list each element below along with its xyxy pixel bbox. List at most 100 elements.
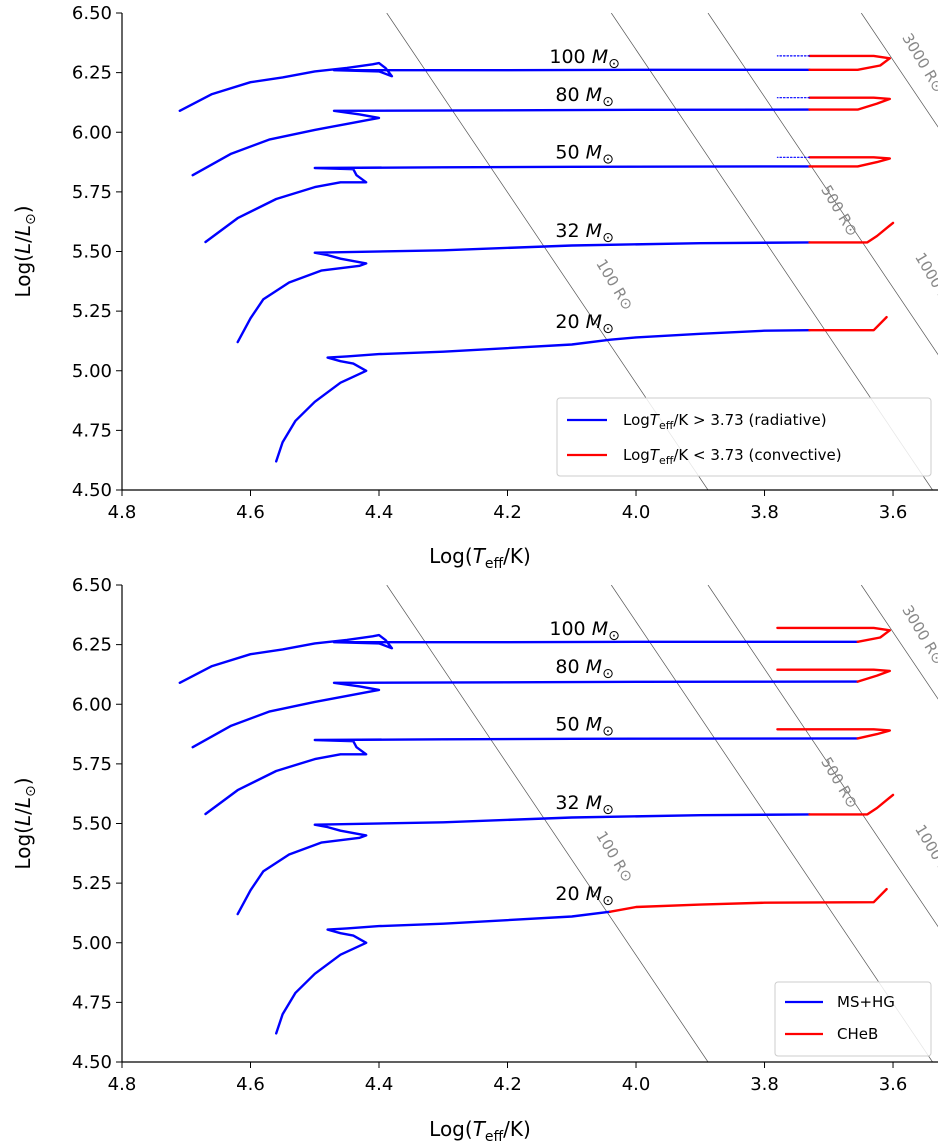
radius-line-100 [386, 585, 709, 1062]
mass-sun-symbol: ⊙ [602, 321, 614, 337]
track-80msun-segment-1 [808, 96, 891, 111]
mass-value: 32 [555, 220, 579, 242]
track-50msun-segment-1 [808, 156, 891, 168]
x-tick-label: 3.8 [750, 1074, 779, 1095]
mass-value: 50 [555, 713, 579, 735]
mass-sun-symbol: ⊙ [608, 56, 620, 72]
mass-symbol: M [586, 311, 602, 333]
legend-box [556, 397, 932, 477]
legend: LogTeff/K > 3.73 (radiative) LogTeff/K < … [556, 397, 932, 477]
track-50msun-segment-1 [776, 728, 891, 740]
mass-sun-symbol: ⊙ [602, 893, 614, 909]
y-tick-label: 6.25 [72, 63, 112, 84]
plot-area [178, 585, 938, 1062]
legend-entry: MS+HG [837, 993, 895, 1011]
x-tick-label: 4.4 [365, 502, 394, 523]
mass-label-20: 20 M⊙ [555, 883, 613, 909]
mass-symbol: M [586, 883, 602, 905]
radius-label: 100 R⊙ [592, 256, 636, 314]
mass-value: 20 [555, 311, 579, 333]
mass-label-100: 100 M⊙ [549, 46, 619, 72]
mass-sun-symbol: ⊙ [602, 723, 614, 739]
mass-sun-symbol: ⊙ [602, 802, 614, 818]
y-tick-label: 4.50 [72, 480, 112, 501]
legend-entry: LogTeff/K < 3.73 (convective) [623, 446, 842, 467]
track-20msun-segment-0 [275, 910, 612, 1035]
mass-symbol: M [592, 618, 608, 640]
x-axis-label: Log(Teff/K) [429, 544, 531, 572]
mass-symbol: M [586, 141, 602, 163]
plot-area [178, 13, 938, 490]
radius-label: 500 R⊙ [817, 754, 861, 812]
y-tick-label: 5.50 [72, 814, 112, 835]
radius-line-1000 [707, 585, 938, 928]
x-tick-label: 3.6 [879, 1074, 908, 1095]
track-100msun-segment-1 [776, 626, 891, 643]
mass-symbol: M [586, 84, 602, 106]
x-axis-label: Log(Teff/K) [429, 1117, 531, 1145]
radius-label: 1000 R⊙ [911, 249, 938, 315]
x-tick-label: 3.8 [750, 502, 779, 523]
mass-sun-symbol: ⊙ [602, 230, 614, 246]
mass-value: 20 [555, 883, 579, 905]
mass-symbol: M [586, 220, 602, 242]
y-tick-label: 5.00 [72, 361, 112, 382]
x-tick-label: 4.0 [622, 1074, 651, 1095]
track-32msun-segment-0 [236, 241, 811, 344]
mass-value: 80 [555, 656, 579, 678]
legend-box [774, 981, 932, 1057]
y-tick-label: 4.50 [72, 1052, 112, 1073]
y-tick-label: 4.75 [72, 420, 112, 441]
radius-line-3000 [860, 585, 938, 700]
mass-label-32: 32 M⊙ [555, 220, 613, 246]
x-tick-label: 4.2 [493, 1074, 522, 1095]
y-tick-label: 6.25 [72, 635, 112, 656]
legend-entry: CHeB [837, 1025, 878, 1043]
mass-label-100: 100 M⊙ [549, 618, 619, 644]
track-80msun-segment-1 [776, 668, 891, 683]
x-tick-label: 4.4 [365, 1074, 394, 1095]
mass-label-80: 80 M⊙ [555, 84, 613, 110]
track-100msun-segment-0 [178, 633, 859, 684]
y-axis-label: Log(L/L⊙) [11, 205, 39, 297]
x-tick-label: 4.2 [493, 502, 522, 523]
y-tick-label: 6.00 [72, 694, 112, 715]
track-32msun-segment-0 [236, 813, 811, 916]
mass-value: 32 [555, 792, 579, 814]
track-50msun-segment-0 [204, 165, 811, 244]
mass-value: 100 [549, 618, 585, 640]
track-32msun-segment-1 [808, 793, 895, 816]
track-80msun-segment-0 [191, 680, 859, 749]
mass-value: 80 [555, 84, 579, 106]
mass-value: 50 [555, 141, 579, 163]
radius-label: 1000 R⊙ [911, 821, 938, 887]
y-tick-label: 5.25 [72, 301, 112, 322]
mass-sun-symbol: ⊙ [602, 666, 614, 682]
y-tick-label: 6.50 [72, 575, 112, 596]
mass-symbol: M [586, 713, 602, 735]
mass-symbol: M [586, 656, 602, 678]
x-tick-label: 4.6 [236, 502, 265, 523]
mass-sun-symbol: ⊙ [608, 628, 620, 644]
mass-label-50: 50 M⊙ [555, 713, 613, 739]
track-20msun-segment-1 [808, 315, 888, 332]
y-axis-label: Log(L/L⊙) [11, 777, 39, 869]
y-tick-label: 6.00 [72, 122, 112, 143]
track-32msun-segment-1 [808, 221, 895, 244]
y-tick-label: 5.75 [72, 754, 112, 775]
radius-line-3000 [860, 13, 938, 128]
radius-label: 500 R⊙ [817, 182, 861, 240]
track-20msun-segment-1 [609, 887, 888, 913]
y-tick-label: 6.50 [72, 3, 112, 24]
legend-entry: LogTeff/K > 3.73 (radiative) [623, 411, 827, 432]
mass-value: 100 [549, 46, 585, 68]
track-100msun-segment-1 [808, 54, 891, 71]
x-tick-label: 4.8 [108, 1074, 137, 1095]
x-tick-label: 3.6 [879, 502, 908, 523]
radius-label: 100 R⊙ [592, 828, 636, 886]
panel-bottom: 100 R⊙500 R⊙1000 R⊙3000 R⊙100 M⊙80 M⊙50 … [11, 575, 938, 1145]
mass-label-20: 20 M⊙ [555, 311, 613, 337]
y-tick-label: 4.75 [72, 992, 112, 1013]
mass-sun-symbol: ⊙ [602, 151, 614, 167]
